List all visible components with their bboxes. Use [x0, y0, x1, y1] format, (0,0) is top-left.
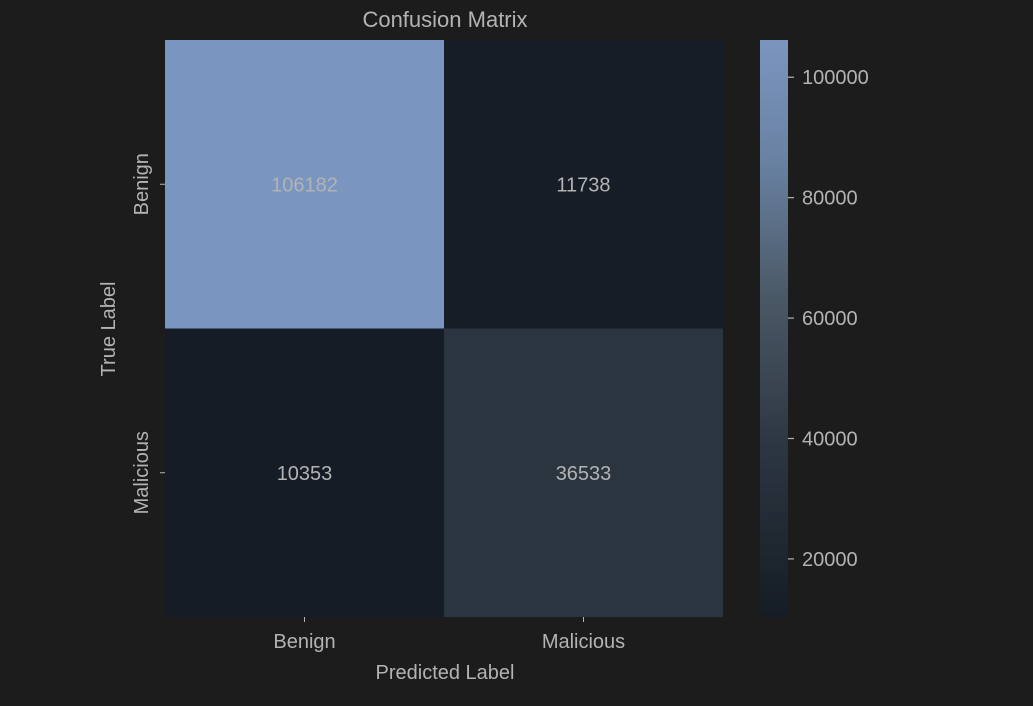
cell-value-label: 36533 [556, 463, 612, 485]
colorbar-tick-label: 80000 [802, 188, 858, 210]
heatmap-cell [444, 40, 723, 329]
colorbar-ticks: 20000 40000 60000 80000 100000 [788, 67, 869, 571]
cell-value-label: 10353 [277, 463, 333, 485]
chart-title: Confusion Matrix [362, 7, 527, 32]
heatmap-cells: 106182 11738 10353 36533 [165, 40, 723, 617]
colorbar: 20000 40000 60000 80000 100000 [760, 40, 869, 617]
y-tick-label: Malicious [131, 431, 153, 514]
x-tick-label: Malicious [542, 631, 625, 653]
y-axis-ticks: Benign Malicious [131, 153, 165, 514]
x-axis-ticks: Benign Malicious [273, 617, 625, 653]
x-tick-label: Benign [273, 631, 335, 653]
heatmap-cell [165, 328, 444, 617]
colorbar-tick-label: 20000 [802, 549, 858, 571]
cell-value-label: 106182 [271, 174, 338, 196]
colorbar-tick-label: 60000 [802, 308, 858, 330]
y-tick-label: Benign [131, 153, 153, 215]
colorbar-gradient [760, 40, 788, 617]
colorbar-tick-label: 100000 [802, 67, 869, 89]
colorbar-tick-label: 40000 [802, 428, 858, 450]
cell-value-label: 11738 [556, 174, 610, 196]
x-axis-label: Predicted Label [376, 662, 515, 684]
heatmap-cell [444, 328, 723, 617]
y-axis-label: True Label [98, 282, 120, 377]
heatmap-cell [165, 40, 444, 329]
